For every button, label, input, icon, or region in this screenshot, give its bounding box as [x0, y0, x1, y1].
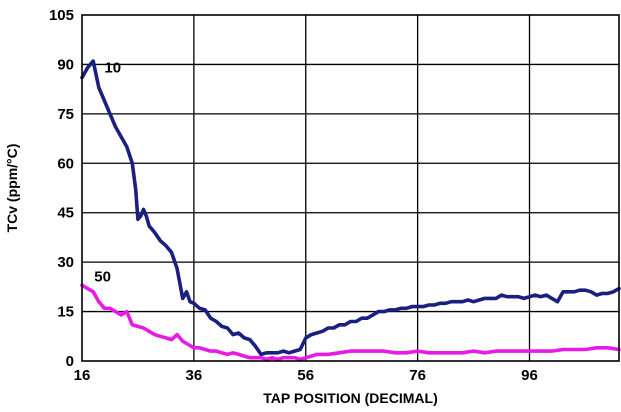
series-lines [80, 59, 621, 362]
y-tick-label: 90 [57, 56, 74, 73]
y-tick-label: 45 [57, 205, 74, 222]
y-axis-title: TCv (ppm/°C) [4, 144, 20, 233]
y-tick-label: 30 [57, 254, 74, 271]
x-tick-label: 96 [521, 367, 538, 384]
y-tick-label: 60 [57, 155, 74, 172]
gridlines [82, 15, 619, 361]
x-axis-title: TAP POSITION (DECIMAL) [263, 390, 437, 406]
series-line-10 [80, 59, 621, 357]
series-label-50: 50 [94, 269, 111, 286]
y-tick-label: 0 [66, 353, 74, 370]
y-tick-label: 75 [57, 106, 74, 123]
x-tick-label: 16 [74, 367, 91, 384]
x-tick-label: 76 [409, 367, 426, 384]
x-tick-label: 36 [186, 367, 203, 384]
series-line-50 [80, 283, 621, 362]
plot-frame [81, 14, 620, 362]
x-tick-label: 56 [297, 367, 314, 384]
tick-labels: 16 36 56 76 96 0 15 30 45 60 75 90 105 [49, 7, 538, 384]
y-tick-label: 105 [49, 7, 74, 24]
y-tick-label: 15 [57, 304, 74, 321]
series-label-10: 10 [104, 60, 121, 77]
